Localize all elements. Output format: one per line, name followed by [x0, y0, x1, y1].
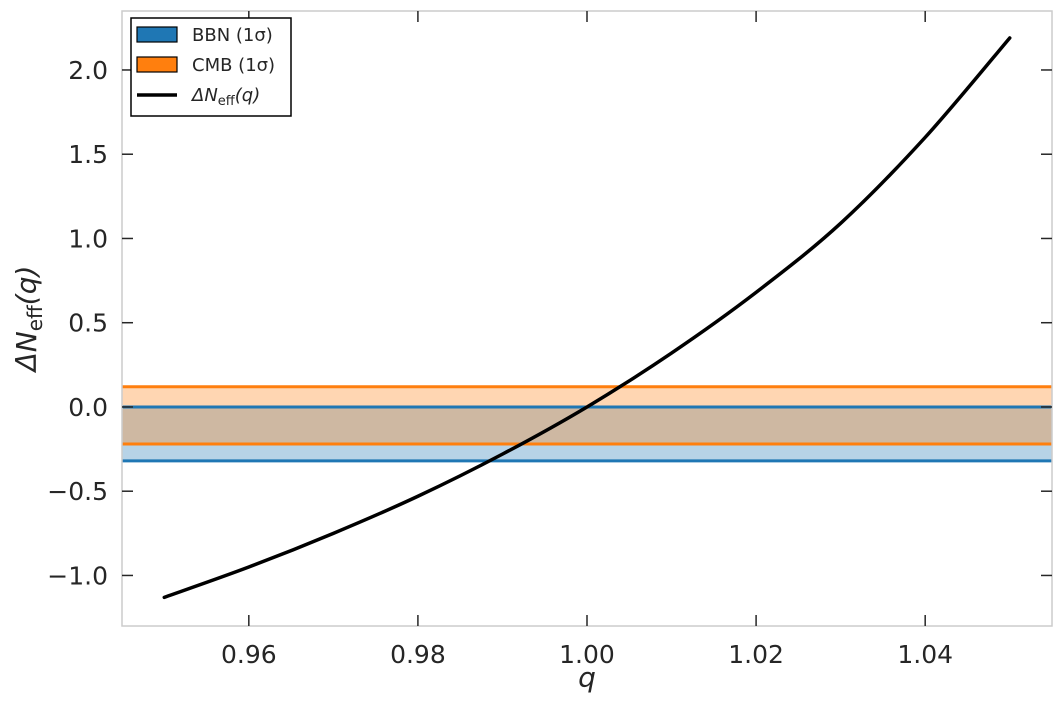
legend-swatch-0	[136, 26, 178, 43]
y-tick-label: 0.0	[68, 393, 108, 422]
x-tick-label: 0.96	[221, 640, 277, 669]
plot-area	[122, 36, 1052, 600]
y-axis-label: ΔNeff(q)	[10, 266, 47, 374]
legend-label-0: BBN (1σ)	[192, 25, 273, 46]
y-tick-label: 2.0	[68, 56, 108, 85]
legend-swatch-1	[136, 56, 178, 73]
band-fill-0	[122, 406, 1052, 461]
x-axis-label: q	[578, 661, 596, 694]
y-axis-label-sub: eff	[23, 304, 47, 331]
y-tick-label: −1.0	[47, 561, 108, 590]
legend: BBN (1σ) CMB (1σ) ΔNeff(q)	[130, 17, 292, 117]
band-fill-1	[122, 386, 1052, 445]
x-tick-label: 1.04	[897, 640, 953, 669]
y-axis-label-main: ΔN	[10, 331, 43, 373]
x-tick-label: 0.98	[390, 640, 446, 669]
legend-label-1: CMB (1σ)	[192, 55, 275, 76]
y-axis-label-suffix: (q)	[10, 266, 43, 306]
x-tick-label: 1.00	[559, 640, 615, 669]
legend-label-2: ΔNeff(q)	[190, 85, 260, 109]
y-tick-label: −0.5	[47, 477, 108, 506]
y-tick-label: 1.5	[68, 140, 108, 169]
x-tick-label: 1.02	[728, 640, 784, 669]
y-tick-label: 0.5	[68, 309, 108, 338]
series-line-0	[162, 36, 1012, 600]
y-tick-label: 1.0	[68, 224, 108, 253]
